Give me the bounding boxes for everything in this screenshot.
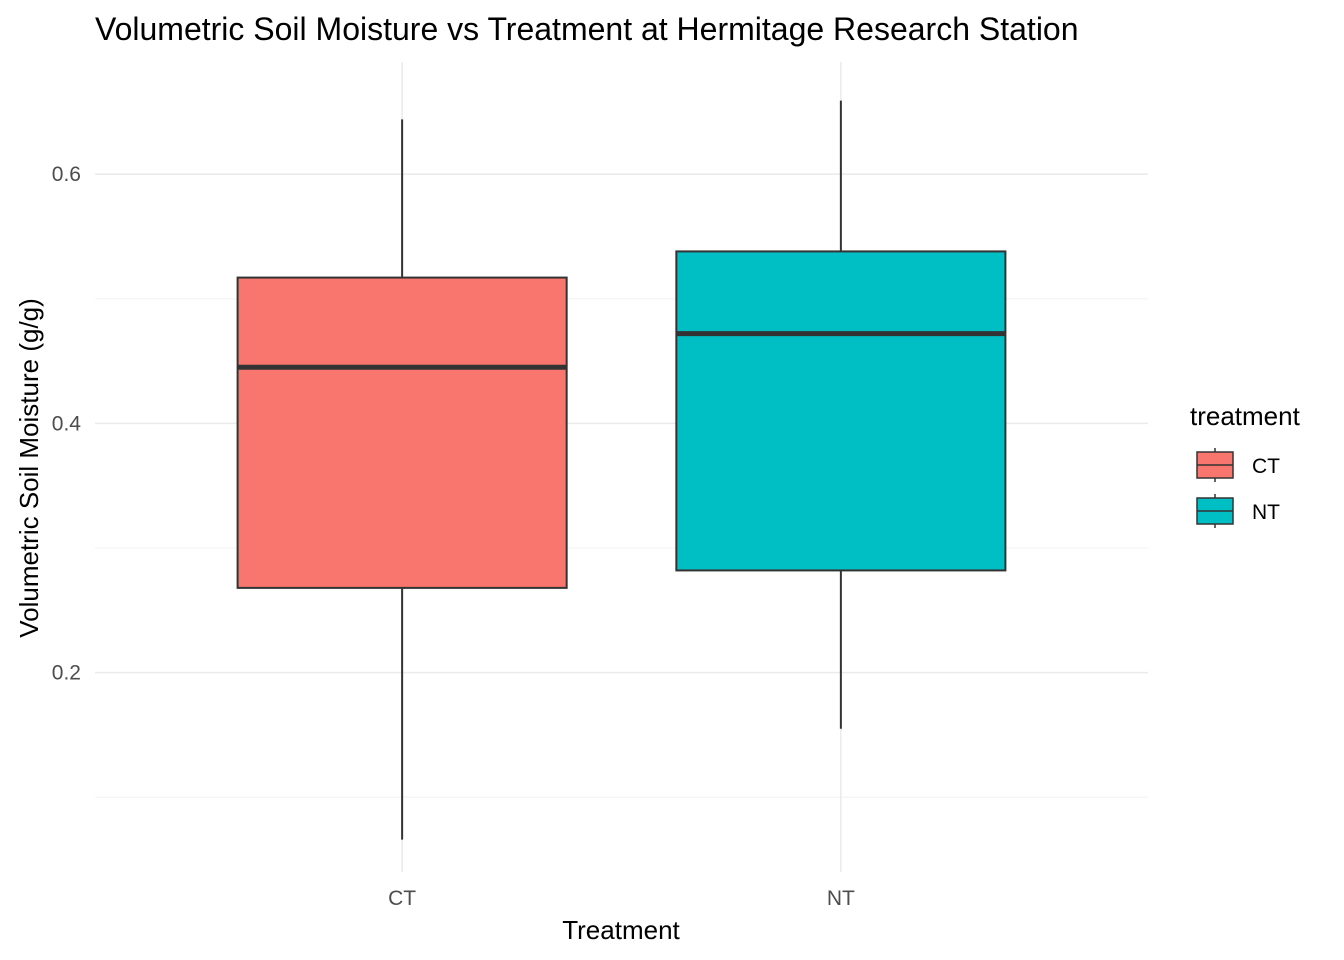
boxes bbox=[236, 100, 1007, 840]
legend-title: treatment bbox=[1190, 401, 1301, 431]
x-axis-ticks: CT NT bbox=[388, 887, 855, 910]
y-tick-label: 0.4 bbox=[52, 412, 82, 435]
box-iqr bbox=[675, 250, 1007, 572]
box-nt bbox=[675, 100, 1007, 729]
legend: treatment CT NT bbox=[1190, 401, 1301, 528]
x-tick-label: CT bbox=[388, 887, 416, 910]
legend-item-nt: NT bbox=[1196, 494, 1280, 528]
y-tick-label: 0.2 bbox=[52, 662, 81, 685]
box-iqr bbox=[236, 276, 568, 589]
x-axis-title: Treatment bbox=[562, 915, 680, 945]
legend-items: CT NT bbox=[1196, 448, 1280, 528]
legend-item-ct: CT bbox=[1196, 448, 1280, 482]
legend-label: CT bbox=[1252, 455, 1280, 478]
x-tick-label: NT bbox=[827, 887, 855, 910]
box-ct bbox=[236, 119, 568, 840]
y-axis-ticks: 0.2 0.4 0.6 bbox=[52, 163, 82, 684]
y-tick-label: 0.6 bbox=[52, 163, 81, 186]
legend-label: NT bbox=[1252, 501, 1280, 524]
y-axis-title: Volumetric Soil Moisture (g/g) bbox=[14, 298, 44, 638]
chart-title: Volumetric Soil Moisture vs Treatment at… bbox=[95, 11, 1079, 47]
